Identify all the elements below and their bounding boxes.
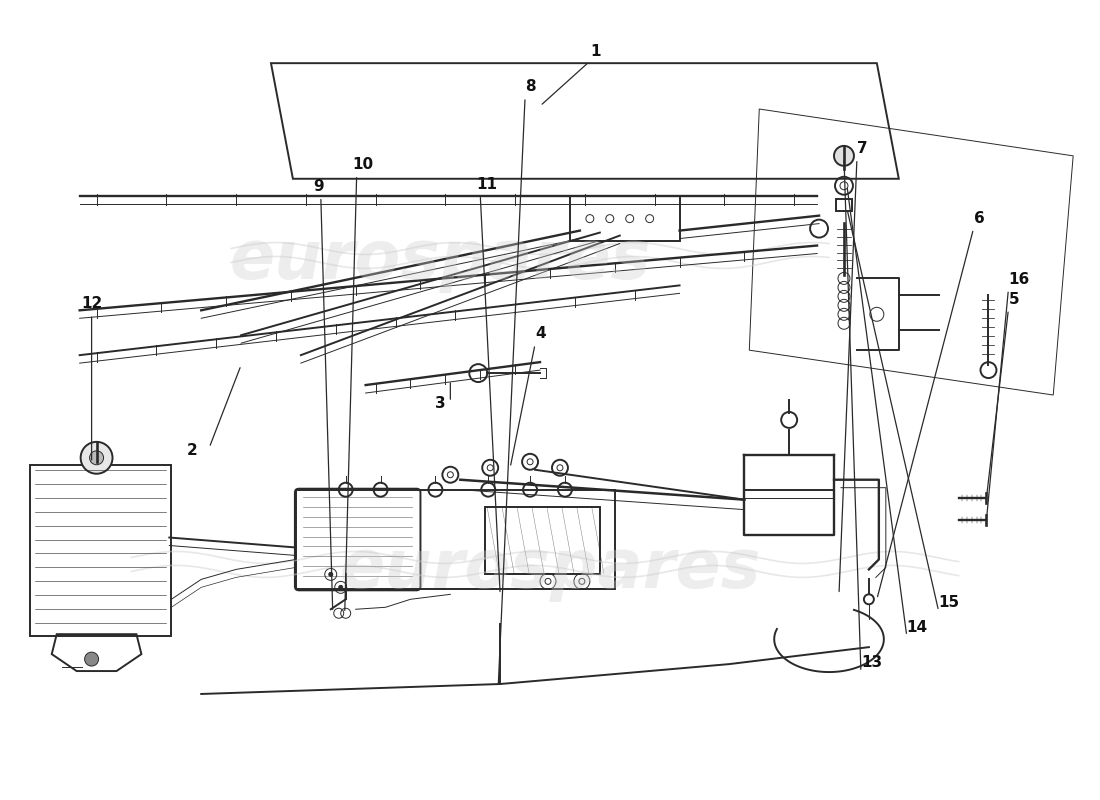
Text: 15: 15	[938, 595, 960, 610]
Text: 16: 16	[1009, 273, 1030, 287]
Text: 10: 10	[353, 157, 374, 172]
Circle shape	[89, 451, 103, 465]
Text: 3: 3	[436, 396, 446, 411]
Text: 8: 8	[525, 79, 536, 94]
Text: 14: 14	[906, 620, 928, 635]
Circle shape	[80, 442, 112, 474]
Text: 1: 1	[590, 44, 601, 59]
Text: 12: 12	[81, 296, 103, 311]
Text: eurospares: eurospares	[339, 537, 761, 602]
Text: eurospares: eurospares	[230, 227, 651, 294]
Text: 7: 7	[857, 141, 868, 156]
Circle shape	[329, 572, 333, 576]
Text: 2: 2	[186, 443, 197, 458]
Text: 5: 5	[1009, 292, 1019, 307]
Text: 11: 11	[476, 177, 497, 192]
Text: 6: 6	[974, 210, 984, 226]
Circle shape	[834, 146, 854, 166]
Circle shape	[339, 586, 343, 590]
Circle shape	[85, 652, 99, 666]
Text: 13: 13	[861, 655, 882, 670]
Text: 9: 9	[312, 178, 323, 194]
Text: 4: 4	[535, 326, 546, 342]
